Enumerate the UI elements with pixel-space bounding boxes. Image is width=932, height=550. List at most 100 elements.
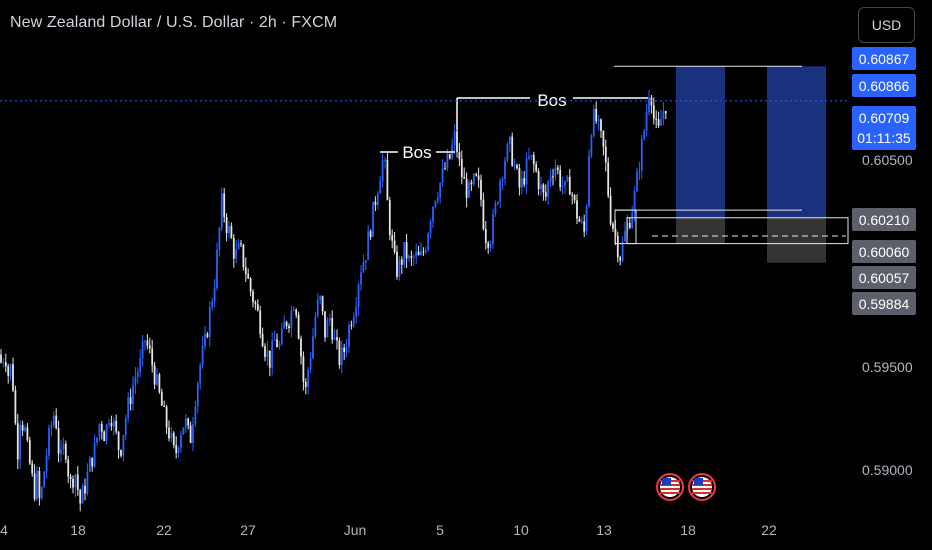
candle [312,327,314,360]
candle-body [436,197,439,201]
candle-body [108,423,110,425]
candle-body [235,248,238,259]
candle [547,179,550,205]
candle-body [338,340,341,365]
candle [120,449,122,458]
candle [108,418,110,429]
candle-body [547,181,550,197]
candle [57,420,60,463]
candle-body [264,346,266,358]
candle-body [33,473,36,500]
candle [364,259,367,270]
candle-body [105,424,108,442]
price-badge-bg [852,47,916,70]
target-zone-1 [676,66,725,218]
flag-stripe [660,488,680,490]
candle-body [242,244,245,268]
chart-title: New Zealand Dollar / U.S. Dollar · 2h · … [10,14,338,31]
candle [650,95,653,114]
candle [345,339,348,358]
candle-body [328,318,331,321]
candle [240,239,242,247]
candle [16,413,19,470]
candle-body [331,318,334,340]
candle [127,392,130,423]
price-badge-label: 0.59884 [859,296,910,312]
flag-stripe [692,488,712,490]
candle-body [372,201,374,237]
price-badge-label: 0.60210 [859,212,910,228]
candle-body [542,184,545,193]
candle-body [232,237,235,259]
candle [261,327,264,348]
flag-canton [694,478,703,485]
candle-body [516,165,518,169]
candle [146,334,149,350]
candle [328,313,331,326]
candle-body [417,251,420,256]
candle-body [256,304,259,311]
candle-body [278,344,281,347]
candle [278,340,281,350]
candle-body [532,155,535,165]
candle-body [499,180,502,203]
candle [405,233,408,269]
candle-body [67,459,70,477]
candle-body [115,420,118,432]
candle [566,175,569,183]
x-tick-label: 10 [513,522,529,538]
candle [628,216,631,230]
us-flag-icon[interactable] [656,473,684,501]
candle-body [96,437,98,443]
candle [597,114,600,131]
candle [297,311,300,340]
price-badge: 0.60866 [852,74,916,97]
candle [621,236,624,263]
x-tick-label: 18 [70,522,86,538]
candle [542,183,545,201]
candle [192,416,194,452]
candle-body [554,167,557,177]
candle-body [288,325,290,328]
candle-body [117,431,120,451]
y-tick-label: 0.59500 [862,359,913,375]
candle-body [194,406,197,425]
currency-button[interactable]: USD [858,7,915,43]
candle-body [292,309,295,311]
candle-body [391,235,394,241]
candle [244,257,247,282]
candle-body [480,179,482,200]
candle [264,343,266,362]
candle-body [664,111,667,114]
candle [482,192,485,231]
candle-body [453,131,456,145]
candle-body [98,423,101,438]
candle-body [369,231,372,237]
candle-body [55,415,58,429]
candle [218,226,221,257]
candle-body [172,432,175,446]
x-tick-label: Jun [344,522,367,538]
price-badge: 0.60867 [852,47,916,70]
candle [600,118,602,138]
candle-body [60,449,62,454]
candle-body [393,240,396,252]
candle [477,167,480,188]
candle [45,448,48,479]
candle [237,239,240,250]
candle [559,165,562,192]
us-flag-icon[interactable] [688,473,716,501]
candle-body [84,485,86,494]
candle [408,254,410,262]
candle-body [62,443,65,450]
candle-body [367,231,370,260]
candle [633,186,636,222]
candle [400,256,403,274]
candle-body [604,146,607,163]
candle-body [225,216,228,234]
candle [290,305,293,338]
candle [631,205,634,229]
candle-body [81,485,84,504]
